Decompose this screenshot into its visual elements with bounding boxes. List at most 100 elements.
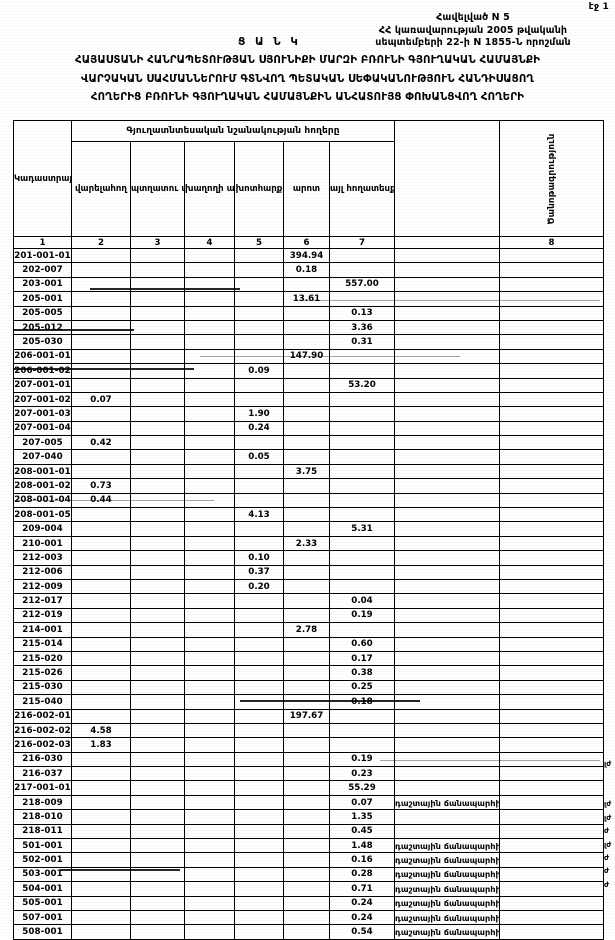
- table-row[interactable]: 508-001 0.54 դաշտային ճանապարհի: [13, 924, 605, 940]
- cell-arable: [71, 852, 131, 868]
- table-row[interactable]: 205-001 13.61: [13, 291, 605, 307]
- table-row[interactable]: 212-019 0.19: [13, 607, 605, 624]
- cell-arable: [71, 507, 131, 523]
- table-row[interactable]: 217-001-01 55.29: [13, 780, 605, 796]
- cell-vineyard: [184, 406, 235, 422]
- cell-remark: դաշտային ճանապարհի: [394, 794, 501, 811]
- cell-orchard: [130, 607, 185, 624]
- table-row[interactable]: 205-012 3.36: [13, 319, 605, 336]
- table-row[interactable]: 215-014 0.60: [13, 636, 605, 652]
- table-row[interactable]: 203-001 557.00: [13, 276, 605, 293]
- header-cadastral-code: Կադաստրային ծածկագիր: [13, 120, 72, 237]
- cell-remark-extra: [499, 881, 605, 897]
- cell-hayfield: 0.09: [234, 363, 284, 379]
- table-row[interactable]: 214-001 2.78: [13, 622, 605, 638]
- table-row[interactable]: 206-001-01 147.90: [13, 348, 605, 365]
- cell-orchard: [130, 924, 185, 940]
- table-row[interactable]: 504-001 0.71 դաշտային ճանապարհի: [13, 881, 605, 897]
- cell-other-land: 0.24: [328, 909, 396, 926]
- table-row[interactable]: 212-017 0.04: [13, 593, 605, 609]
- cell-arable: [71, 780, 131, 796]
- table-row[interactable]: 507-001 0.24 դաշտային ճանապարհի: [13, 909, 605, 926]
- table-row[interactable]: 212-006 0.37: [13, 564, 605, 580]
- cell-remark: [394, 679, 501, 696]
- cell-remark-extra: [499, 679, 605, 696]
- table-row[interactable]: 218-011 0.45: [13, 823, 605, 840]
- cell-cadastral-code: 207-001-01: [13, 377, 72, 393]
- cell-pasture: [283, 607, 330, 624]
- cell-hayfield: 1.90: [234, 406, 284, 422]
- table-row[interactable]: 216-002-03 1.83: [13, 737, 605, 753]
- table-row[interactable]: 208-001-01 3.75: [13, 463, 605, 480]
- cell-pasture: [283, 766, 330, 782]
- table-row[interactable]: 207-001-04 0.24: [13, 420, 605, 437]
- cell-hayfield: [234, 305, 284, 321]
- cell-arable: [71, 334, 131, 350]
- cell-cadastral-code: 210-001: [13, 535, 72, 552]
- cell-arable: [71, 636, 131, 652]
- table-row[interactable]: 216-002-02 4.58: [13, 722, 605, 739]
- table-row[interactable]: 215-026 0.38: [13, 665, 605, 681]
- table-row[interactable]: 503-001 0.28 դաշտային ճանապարհի: [13, 866, 605, 883]
- cell-vineyard: [184, 319, 235, 336]
- cell-remark: [394, 420, 501, 437]
- table-row[interactable]: 215-040 0.18: [13, 694, 605, 710]
- cell-remark-extra: [499, 722, 605, 739]
- document-kind-label: Ց Ա Ն Կ: [238, 36, 301, 48]
- cell-other-land: [328, 291, 396, 307]
- cell-pasture: [283, 550, 330, 566]
- cell-hayfield: [234, 492, 284, 509]
- table-row[interactable]: 215-030 0.25: [13, 679, 605, 696]
- table-row[interactable]: 206-001-02 0.09: [13, 363, 605, 379]
- table-row[interactable]: 202-007 0.18: [13, 262, 605, 278]
- table-row[interactable]: 502-001 0.16 դաշտային ճանապարհի: [13, 852, 605, 868]
- cell-pasture: [283, 435, 330, 451]
- table-row[interactable]: 208-001-04 0.44: [13, 492, 605, 509]
- table-row[interactable]: 210-001 2.33: [13, 535, 605, 552]
- cell-remark-extra: [499, 607, 605, 624]
- cell-arable: [71, 895, 131, 911]
- table-row[interactable]: 205-030 0.31: [13, 334, 605, 350]
- table-row[interactable]: 218-010 1.35: [13, 809, 605, 825]
- table-row[interactable]: 207-001-03 1.90: [13, 406, 605, 422]
- table-row[interactable]: 505-001 0.24 դաշտային ճանապարհի: [13, 895, 605, 911]
- table-row[interactable]: 208-001-02 0.73: [13, 478, 605, 494]
- cell-vineyard: [184, 794, 235, 811]
- table-row[interactable]: 201-001-01 394.94: [13, 247, 605, 264]
- table-row[interactable]: 207-040 0.05: [13, 449, 605, 465]
- table-row[interactable]: 208-001-05 4.13: [13, 507, 605, 523]
- table-row[interactable]: 207-005 0.42: [13, 435, 605, 451]
- cell-arable: [71, 535, 131, 552]
- cell-remark: [394, 550, 501, 566]
- table-row[interactable]: 207-001-01 53.20: [13, 377, 605, 393]
- table-row[interactable]: 207-001-02 0.07: [13, 391, 605, 408]
- cell-orchard: [130, 521, 185, 537]
- table-row[interactable]: 218-009 0.07 դաշտային ճանապարհի: [13, 794, 605, 811]
- table-row[interactable]: 216-030 0.19: [13, 751, 605, 768]
- cell-cadastral-code: 215-030: [13, 679, 72, 696]
- table-row[interactable]: 501-001 1.48 դաշտային ճանապարհի: [13, 838, 605, 854]
- cell-other-land: [328, 578, 396, 595]
- cell-pasture: 2.33: [283, 535, 330, 552]
- table-row[interactable]: 212-009 0.20: [13, 578, 605, 595]
- cell-other-land: 0.24: [328, 895, 396, 911]
- table-row[interactable]: 216-037 0.23: [13, 766, 605, 782]
- table-row[interactable]: 209-004 5.31: [13, 521, 605, 537]
- cell-cadastral-code: 218-011: [13, 823, 72, 840]
- table-row[interactable]: 216-002-01 197.67: [13, 708, 605, 724]
- cell-cadastral-code: 201-001-01: [13, 247, 72, 264]
- cell-cadastral-code: 205-005: [13, 305, 72, 321]
- table-row[interactable]: 205-005 0.13: [13, 305, 605, 321]
- cell-arable: [71, 247, 131, 264]
- cell-orchard: [130, 751, 185, 768]
- cell-orchard: [130, 564, 185, 580]
- cell-cadastral-code: 207-001-04: [13, 420, 72, 437]
- cell-other-land: [328, 478, 396, 494]
- table-row[interactable]: 215-020 0.17: [13, 650, 605, 667]
- cell-vineyard: [184, 866, 235, 883]
- cell-orchard: [130, 391, 185, 408]
- land-allocation-table: Կադաստրային ծածկագիր Գյուղատնտեսական նշա…: [13, 120, 605, 940]
- table-row[interactable]: 212-003 0.10: [13, 550, 605, 566]
- cell-cadastral-code: 216-037: [13, 766, 72, 782]
- cell-arable: [71, 909, 131, 926]
